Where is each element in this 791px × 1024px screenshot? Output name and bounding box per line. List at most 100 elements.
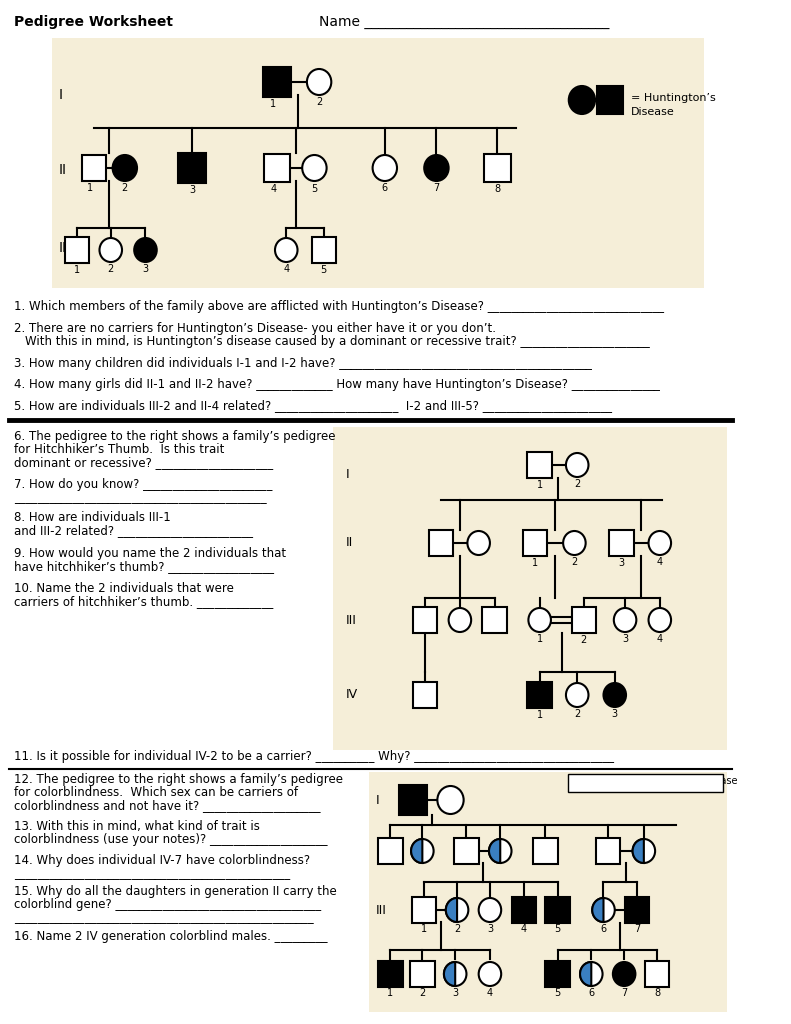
Text: III: III: [376, 903, 386, 916]
Text: 5: 5: [554, 988, 561, 998]
Text: 1: 1: [536, 480, 543, 490]
Bar: [528, 452, 552, 478]
Text: for colorblindness.  Which sex can be carriers of: for colorblindness. Which sex can be car…: [14, 786, 298, 799]
Text: 13. With this in mind, what kind of trait is: 13. With this in mind, what kind of trai…: [14, 820, 260, 833]
Text: I: I: [346, 469, 349, 481]
Text: ___________________________________________: ________________________________________…: [14, 490, 267, 504]
Text: 2: 2: [574, 709, 581, 719]
Bar: [572, 607, 596, 633]
Text: IV: IV: [346, 688, 358, 701]
Text: 4: 4: [520, 924, 527, 934]
Text: 1. Which members of the family above are afflicted with Huntington’s Disease? __: 1. Which members of the family above are…: [14, 300, 664, 313]
Bar: [609, 530, 634, 556]
Circle shape: [489, 839, 512, 863]
Text: 7: 7: [621, 988, 627, 998]
Text: 7. How do you know? ______________________: 7. How do you know? ____________________…: [14, 478, 272, 490]
Bar: [413, 682, 437, 708]
Bar: [533, 838, 558, 864]
Text: 2: 2: [571, 557, 577, 567]
Bar: [545, 961, 570, 987]
Circle shape: [633, 839, 655, 863]
Text: = Huntington’s: = Huntington’s: [630, 93, 716, 103]
Text: II: II: [346, 537, 353, 550]
Text: 3: 3: [189, 185, 195, 195]
Text: Name ___________________________________: Name ___________________________________: [319, 15, 610, 29]
Wedge shape: [592, 898, 604, 922]
Circle shape: [100, 238, 122, 262]
Text: 4: 4: [271, 184, 277, 194]
Circle shape: [307, 69, 331, 95]
Text: 7: 7: [634, 924, 641, 934]
Circle shape: [528, 608, 551, 632]
Bar: [597, 86, 623, 114]
Circle shape: [479, 962, 501, 986]
Circle shape: [446, 898, 468, 922]
Bar: [596, 838, 620, 864]
Text: 2: 2: [574, 479, 581, 489]
Bar: [412, 897, 437, 923]
Bar: [523, 530, 547, 556]
Text: 5. How are individuals III-2 and II-4 related? _____________________  I-2 and II: 5. How are individuals III-2 and II-4 re…: [14, 399, 612, 412]
Bar: [263, 154, 290, 182]
Bar: [454, 838, 479, 864]
Text: dominant or recessive? ____________________: dominant or recessive? _________________…: [14, 456, 273, 469]
Text: II: II: [59, 163, 66, 177]
Bar: [484, 154, 510, 182]
Bar: [312, 237, 336, 263]
Wedge shape: [489, 839, 500, 863]
Bar: [429, 530, 453, 556]
Bar: [512, 897, 536, 923]
Text: Pedigree Worksheet: Pedigree Worksheet: [14, 15, 173, 29]
Text: 5: 5: [312, 184, 317, 194]
Bar: [413, 607, 437, 633]
Text: colorblindness (use your notes)? ____________________: colorblindness (use your notes)? _______…: [14, 833, 327, 846]
Bar: [369, 772, 728, 1012]
Text: 15. Why do all the daughters in generation II carry the: 15. Why do all the daughters in generati…: [14, 885, 337, 898]
Text: 1: 1: [388, 988, 393, 998]
Text: II: II: [376, 845, 383, 857]
Text: 1: 1: [87, 183, 93, 193]
Wedge shape: [411, 839, 422, 863]
Text: III: III: [59, 241, 70, 255]
Bar: [483, 607, 507, 633]
Text: 7: 7: [433, 183, 440, 193]
Text: 8: 8: [654, 988, 660, 998]
Text: 6: 6: [589, 988, 594, 998]
Text: 6. The pedigree to the right shows a family’s pedigree: 6. The pedigree to the right shows a fam…: [14, 430, 335, 443]
Text: 1: 1: [270, 99, 276, 109]
Text: 1: 1: [532, 558, 538, 568]
Text: 3: 3: [452, 988, 458, 998]
Text: 2: 2: [419, 988, 426, 998]
Text: 3: 3: [142, 264, 149, 274]
Circle shape: [467, 531, 490, 555]
Bar: [399, 785, 427, 815]
Text: 8: 8: [494, 184, 501, 194]
Text: 5: 5: [320, 265, 327, 275]
Circle shape: [444, 962, 467, 986]
Wedge shape: [633, 839, 644, 863]
Text: 3: 3: [611, 709, 618, 719]
Circle shape: [614, 608, 636, 632]
Bar: [65, 237, 89, 263]
Circle shape: [569, 86, 595, 114]
Text: 8. How are individuals III-1: 8. How are individuals III-1: [14, 511, 171, 524]
Text: 2. There are no carriers for Huntington’s Disease- you either have it or you don: 2. There are no carriers for Huntington’…: [14, 322, 496, 335]
Text: 3: 3: [622, 634, 628, 644]
Text: for Hitchhiker’s Thumb.  Is this trait: for Hitchhiker’s Thumb. Is this trait: [14, 443, 225, 456]
Bar: [178, 153, 206, 183]
Text: I: I: [376, 794, 379, 807]
Text: **half-shaded = carrier of disease: **half-shaded = carrier of disease: [572, 776, 737, 786]
Wedge shape: [444, 962, 455, 986]
Text: _______________________________________________: ________________________________________…: [14, 867, 290, 880]
Circle shape: [373, 155, 397, 181]
Text: 16. Name 2 IV generation colorblind males. _________: 16. Name 2 IV generation colorblind male…: [14, 930, 327, 943]
Text: have hitchhiker’s thumb? __________________: have hitchhiker’s thumb? _______________…: [14, 560, 274, 573]
Circle shape: [613, 962, 635, 986]
Text: IV: IV: [376, 968, 388, 981]
Text: 3. How many children did individuals I-1 and I-2 have? _________________________: 3. How many children did individuals I-1…: [14, 357, 592, 370]
Text: 2: 2: [581, 635, 587, 645]
Bar: [333, 427, 728, 750]
Bar: [625, 897, 649, 923]
Bar: [645, 961, 669, 987]
Text: 2: 2: [316, 97, 322, 106]
